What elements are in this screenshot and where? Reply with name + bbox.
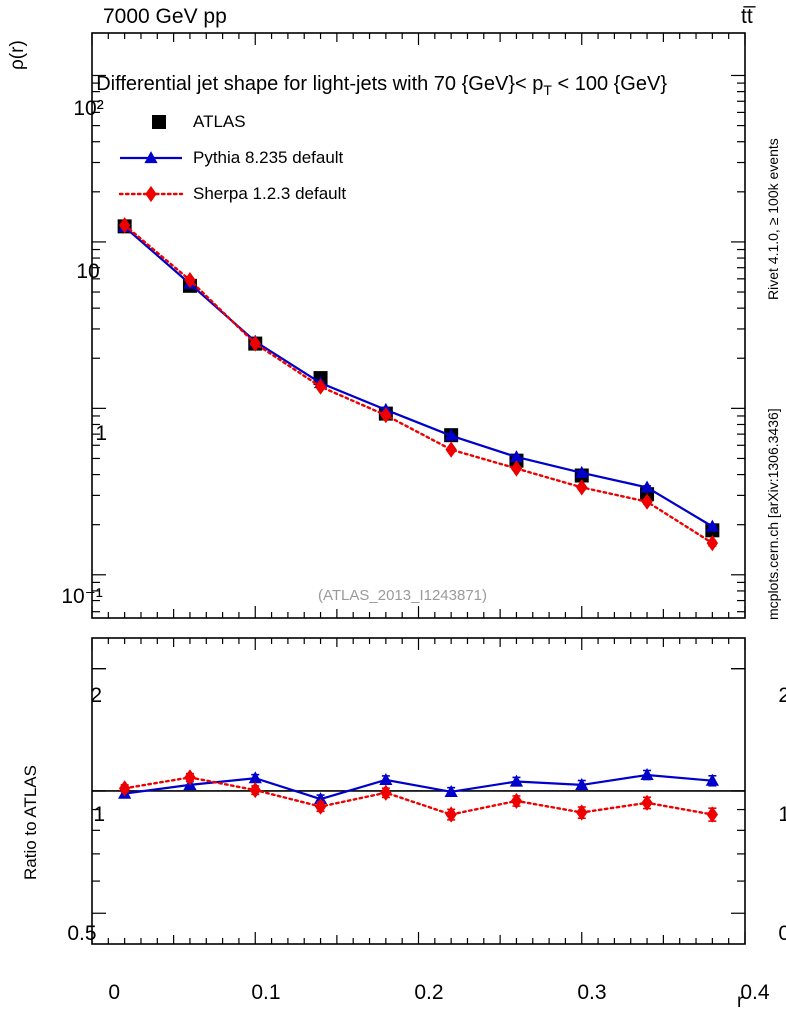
series-sherpa-ratio-marker — [576, 804, 588, 821]
series-pythia-ratio-marker — [444, 784, 458, 797]
xtick-0p1: 0.1 — [251, 981, 281, 1004]
series-sherpa-main-marker — [706, 535, 719, 552]
series-sherpa-ratio-marker — [510, 792, 523, 810]
main-panel-frame — [91, 32, 746, 619]
series-pythia-ratio-marker — [705, 773, 719, 786]
xtick-0p4: 0.4 — [740, 981, 770, 1004]
legend-label-pythia: Pythia 8.235 default — [193, 148, 344, 167]
main-ytick-0p1: 10⁻¹ — [61, 585, 103, 608]
series-sherpa-main-marker — [380, 407, 392, 424]
analysis-watermark: (ATLAS_2013_I1243871) — [318, 587, 488, 604]
plot-title-before: Differential jet shape for light-jets wi… — [96, 73, 544, 95]
series-pythia-main-marker — [640, 480, 654, 493]
header-beam-label: 7000 GeV pp — [103, 5, 227, 28]
series-pythia-ratio-marker — [313, 792, 328, 805]
main-ytick-1: 1 — [95, 422, 108, 445]
series-sherpa-ratio-marker — [445, 806, 457, 823]
series-sherpa-main-marker — [576, 479, 588, 496]
series-sherpa-ratio-marker — [706, 806, 719, 823]
series-sherpa-ratio-marker — [184, 769, 196, 786]
xtick-0p2: 0.2 — [414, 981, 444, 1004]
series-sherpa-ratio-marker — [249, 781, 261, 799]
series-pythia-main-marker — [444, 428, 458, 441]
legend-marker-sherpa — [145, 185, 157, 203]
legend-label-atlas: ATLAS — [193, 112, 246, 131]
x-axis-label: r — [737, 991, 744, 1012]
series-sherpa-ratio-marker — [314, 798, 327, 815]
legend-label-sherpa: Sherpa 1.2.3 default — [193, 184, 347, 203]
legend-marker-pythia — [144, 151, 158, 164]
plot-title: Differential jet shape for light-jets wi… — [74, 54, 667, 117]
ratio-ytick-0p5-left: 0.5 — [67, 922, 97, 945]
series-pythia-main-marker — [509, 450, 524, 463]
series-sherpa-main-marker — [249, 335, 261, 352]
series-sherpa-main-marker — [510, 460, 523, 477]
series-pythia-main-marker — [575, 465, 589, 478]
xtick-0: 0 — [108, 981, 121, 1004]
plot-title-after: < 100 {GeV} — [551, 73, 668, 95]
plot-title-subscript: T — [543, 82, 552, 98]
series-sherpa-ratio-line — [123, 776, 714, 816]
main-ytick-10: 10 — [76, 260, 100, 283]
series-pythia-ratio-marker — [379, 772, 393, 785]
series-sherpa-ratio-marker — [641, 794, 653, 811]
main-ytick-100: 10² — [73, 97, 104, 120]
series-pythia-main-line — [123, 226, 713, 528]
ratio-ytick-1-right: 1 — [778, 803, 786, 826]
series-sherpa-ratio-marker — [380, 784, 392, 801]
series-sherpa-main-marker — [314, 378, 327, 395]
series-sherpa-ratio-marker — [118, 780, 131, 797]
series-sherpa-main-marker — [118, 217, 131, 234]
legend-marker-atlas — [152, 115, 166, 129]
series-pythia-ratio-line — [124, 773, 713, 801]
series-sherpa-main-line — [123, 224, 714, 545]
ratio-ytick-1-left: 1 — [93, 803, 106, 826]
series-sherpa-main-marker — [641, 493, 653, 510]
series-sherpa-main-marker — [445, 441, 457, 458]
series-pythia-ratio-marker — [640, 768, 654, 781]
series-sherpa-main-marker — [184, 271, 196, 289]
ratio-ytick-2-left: 2 — [90, 684, 103, 707]
ratio-ytick-2-right: 2 — [778, 684, 786, 707]
ratio-ytick-0p5-right: 0.5 — [778, 922, 786, 945]
header-process-label: tt̅ — [741, 5, 753, 28]
series-pythia-ratio-marker — [509, 774, 524, 787]
xtick-0p3: 0.3 — [577, 981, 607, 1004]
series-pythia-main-marker — [705, 519, 719, 532]
series-pythia-ratio-marker — [248, 771, 262, 784]
series-pythia-ratio-marker — [575, 777, 589, 790]
